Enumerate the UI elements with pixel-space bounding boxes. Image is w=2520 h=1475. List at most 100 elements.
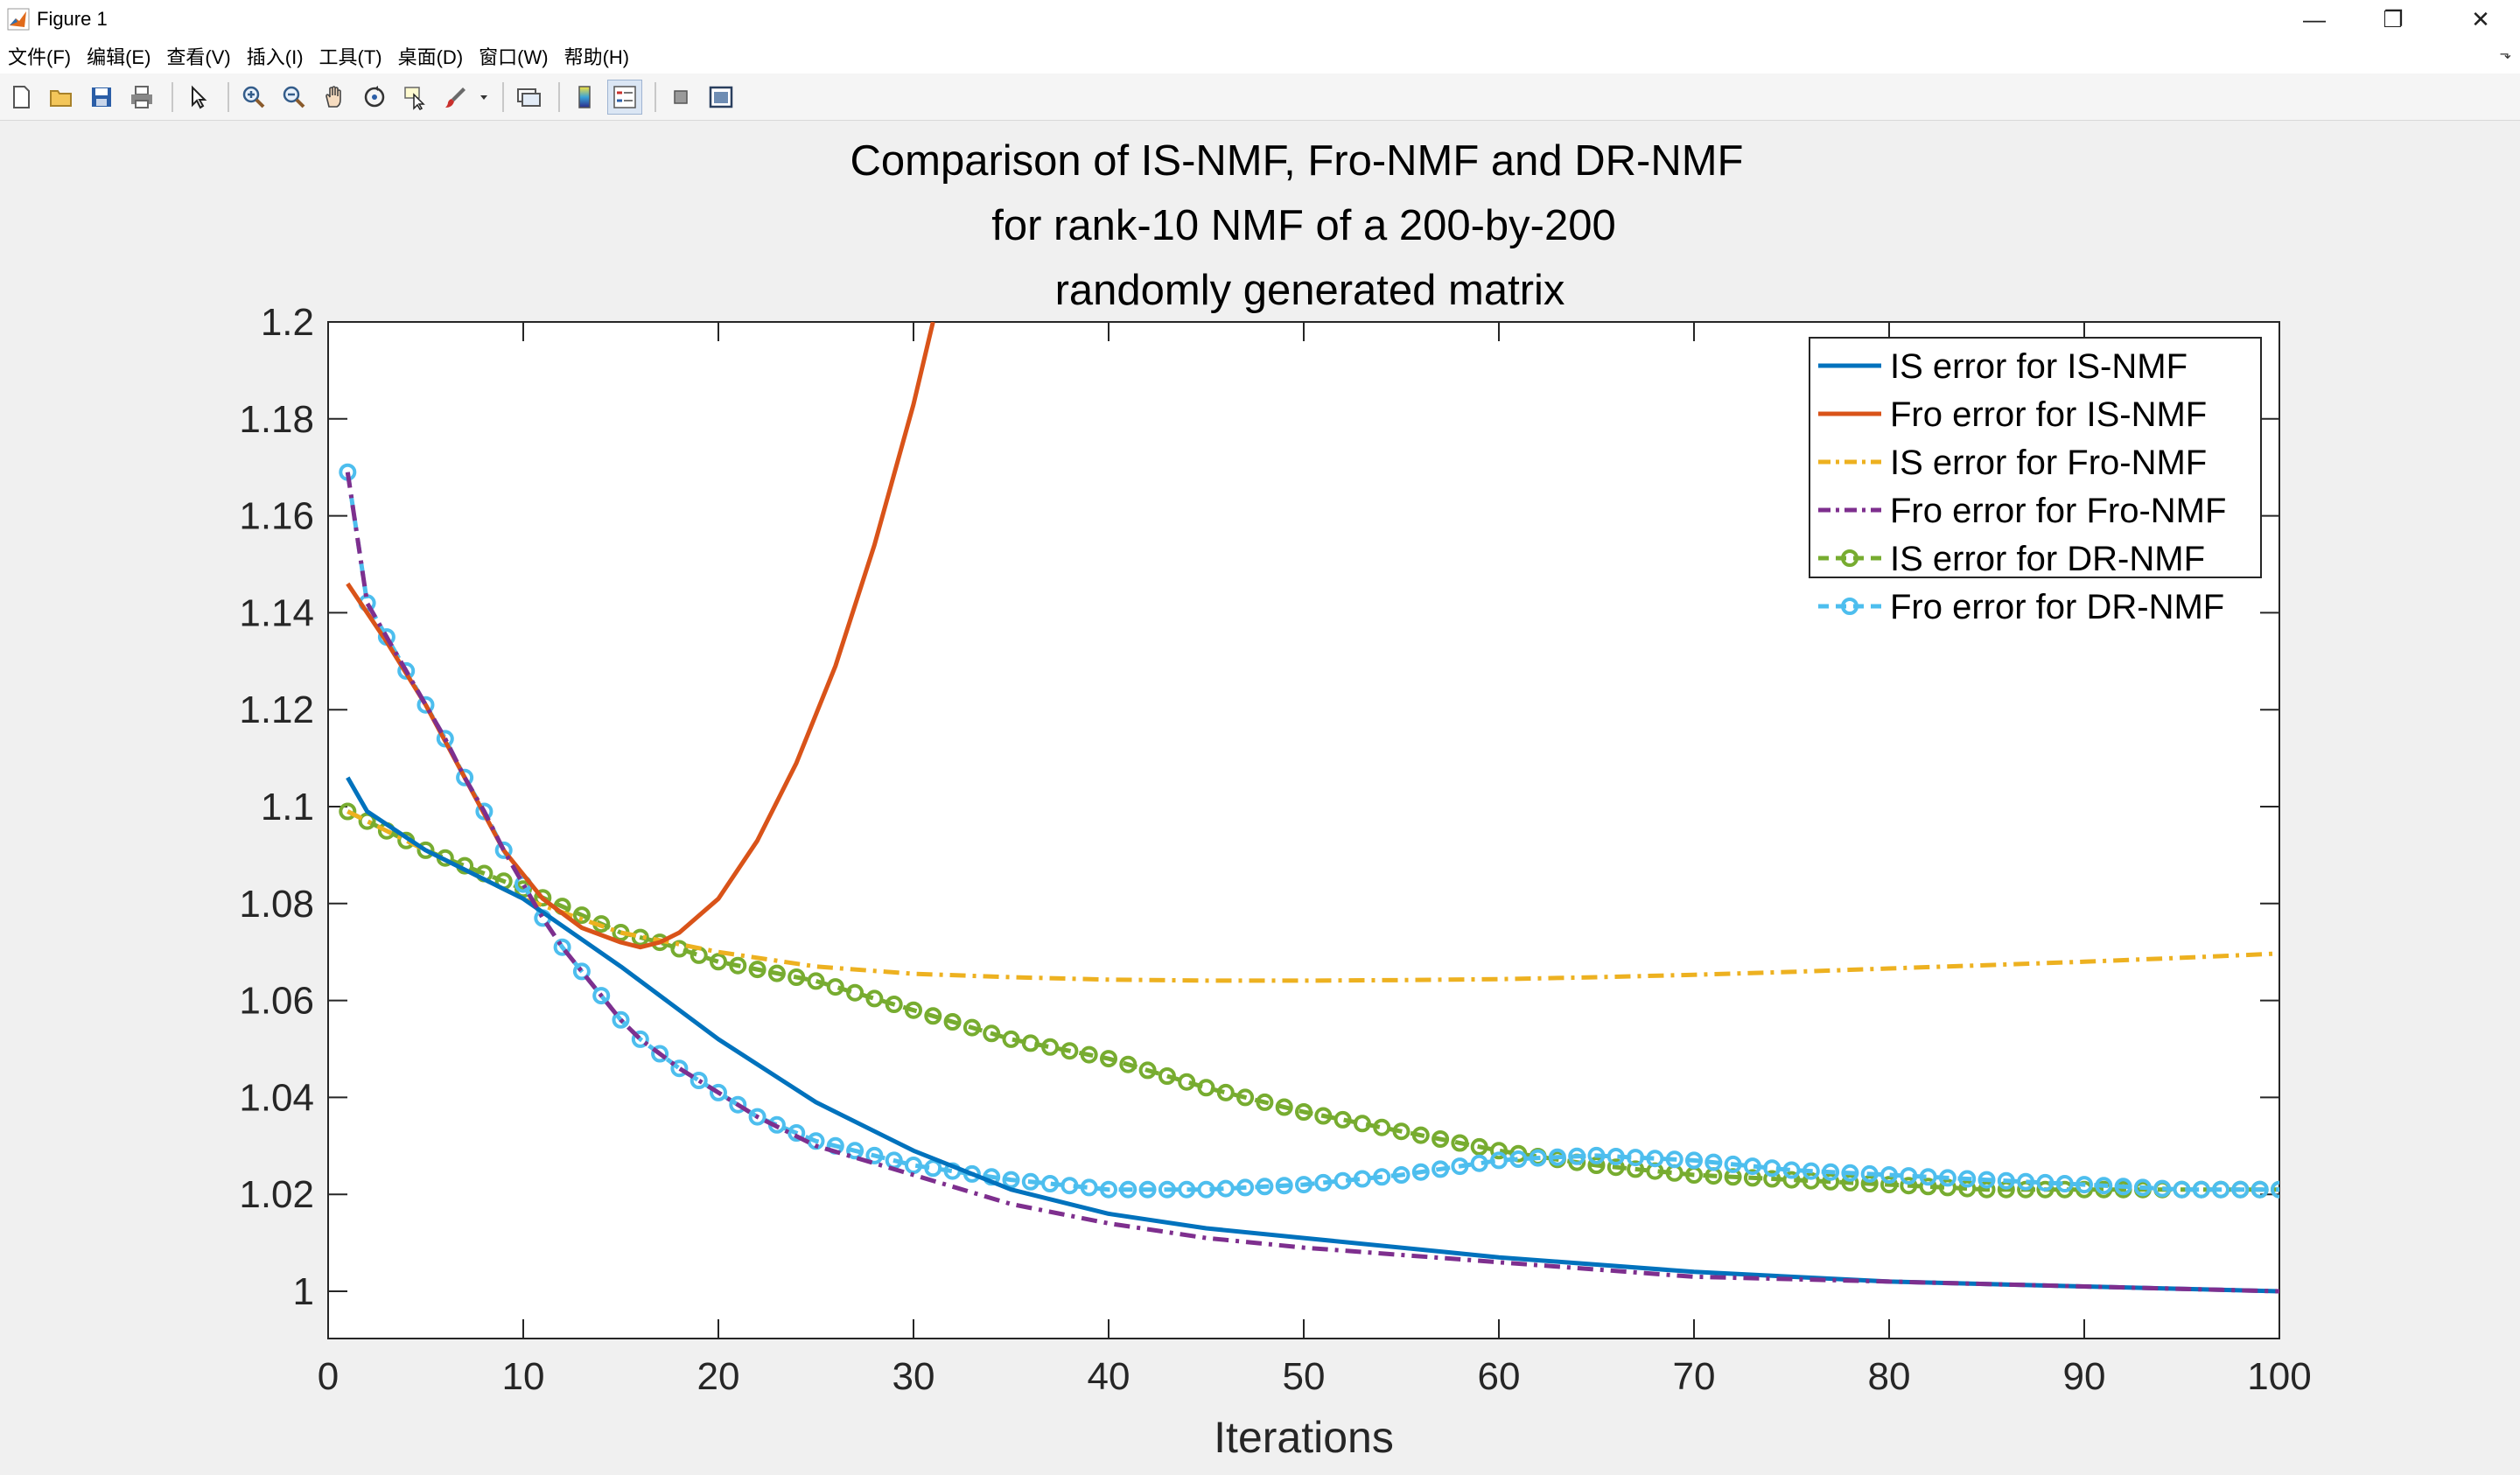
series-marker [905,1001,922,1019]
show-plot-tools-button[interactable] [704,80,738,115]
minimize-button[interactable]: — [2303,5,2326,32]
series-marker [1392,1166,1410,1184]
save-button[interactable] [84,80,119,115]
series-marker [1158,1067,1176,1085]
series-marker [690,1072,708,1089]
y-tick-label: 1 [293,1270,314,1313]
series-marker [1178,1073,1196,1091]
print-button[interactable] [124,80,159,115]
menu-file[interactable]: 文件(F) [8,46,72,68]
legend[interactable]: IS error for IS-NMF Fro error for IS-NMF I… [1809,337,2262,626]
menu-tools[interactable]: 工具(T) [318,46,382,68]
series-marker [2095,1177,2113,1195]
series-marker [1743,1157,1761,1176]
series-marker [1646,1150,1664,1168]
series-marker [1978,1180,1996,1199]
menu-overflow-icon[interactable]: ⬎ [2499,47,2511,62]
new-figure-button[interactable] [4,80,38,115]
open-file-button[interactable] [44,80,79,115]
series-marker [710,953,727,971]
series-marker [1060,1177,1079,1195]
series-marker [1938,1169,1956,1187]
link-plot-button[interactable] [511,80,546,115]
chevron-down-icon [480,94,487,100]
series-marker [572,962,591,981]
legend-button[interactable] [607,79,642,115]
series-line [346,809,2279,1192]
series-marker [1178,1180,1196,1199]
series-marker [1197,1180,1215,1199]
series-marker [1236,1088,1255,1107]
series-marker [1041,1175,1060,1192]
series-marker [2173,1180,2191,1199]
series-marker [729,956,747,975]
series-marker [1451,1157,1469,1176]
series-marker [1802,1171,1820,1190]
pan-button[interactable] [317,80,352,115]
series-marker [1080,1178,1098,1197]
brush-dropdown-button[interactable] [478,80,490,115]
series-marker [1627,1160,1645,1178]
series-marker [1880,1166,1898,1184]
zoom-in-icon [242,86,265,108]
series-line [346,809,2279,983]
data-cursor-button[interactable] [397,80,432,115]
rotate-3d-button[interactable] [357,80,392,115]
series-marker [553,938,571,956]
series-marker [2271,1180,2279,1199]
series-marker [1334,1110,1352,1129]
series-marker [1860,1175,1879,1192]
series-marker [1100,1050,1117,1068]
print-icon [131,85,152,108]
x-tick-label: 0 [318,1355,339,1398]
toolbar-separator [654,81,656,112]
menu-insert[interactable]: 插入(I) [246,46,304,68]
restore-button[interactable]: ❐ [2383,5,2404,32]
zoom-in-button[interactable] [236,80,271,115]
zoom-out-button[interactable] [276,80,312,115]
series-marker [2231,1180,2250,1199]
legend-label: IS error for IS-NMF [1890,347,2188,386]
series-marker [1314,1107,1333,1125]
x-tick-label: 10 [502,1355,545,1398]
menu-view[interactable]: 查看(V) [166,46,231,68]
series-marker [1314,1173,1333,1192]
matlab-logo-icon [7,8,30,31]
series-marker [416,841,435,859]
hide-plot-tools-button[interactable] [663,80,698,115]
series-marker [1509,1150,1528,1168]
link-plot-icon [517,87,541,107]
series-marker [1529,1149,1547,1167]
y-tick-label: 1.18 [239,398,314,441]
toolbar-separator [558,81,560,112]
series-marker [1256,1093,1274,1111]
series-marker [788,968,806,986]
y-tick-label: 1.08 [239,883,314,926]
pointer-button[interactable] [180,80,215,115]
series-marker [748,961,766,979]
menu-help[interactable]: 帮助(H) [564,46,630,68]
y-tick-label: 1.12 [239,689,314,731]
legend-label: Fro error for DR-NMF [1890,588,2224,626]
menu-edit[interactable]: 编辑(E) [87,46,151,68]
menu-desktop[interactable]: 桌面(D) [397,46,464,68]
series-marker [1490,1142,1508,1160]
brush-button[interactable] [438,80,472,115]
series-marker [494,841,513,859]
colorbar-button[interactable] [567,80,602,115]
legend-label: Fro error for IS-NMF [1890,395,2207,434]
series-marker [1958,1179,1977,1198]
menu-window[interactable]: 窗口(W) [479,46,549,68]
series-marker [1743,1169,1761,1187]
series-marker [1432,1130,1450,1148]
series-marker [358,812,376,830]
series-marker [1997,1171,2015,1190]
series-marker [748,1108,766,1126]
series-layer [339,322,2279,1294]
legend-label: Fro error for Fro-NMF [1890,492,2226,530]
series-marker [826,978,844,996]
series-marker [1041,1038,1060,1056]
series-marker [1119,1180,1138,1199]
data-cursor-icon [404,86,425,110]
close-button[interactable]: ✕ [2471,5,2490,32]
